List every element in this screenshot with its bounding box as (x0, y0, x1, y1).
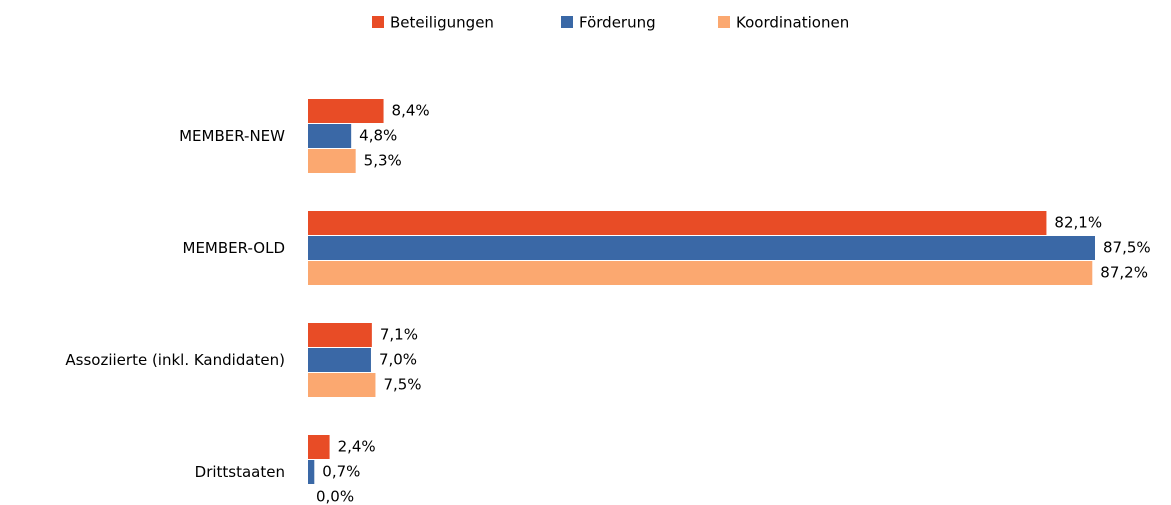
category-label: MEMBER-OLD (183, 239, 286, 257)
value-label: 87,2% (1100, 264, 1148, 282)
bar (308, 435, 330, 459)
bar (308, 99, 384, 123)
bar (308, 348, 371, 372)
value-label: 5,3% (364, 152, 402, 170)
bar (308, 460, 315, 484)
value-label: 7,0% (379, 351, 417, 369)
bar (308, 323, 372, 347)
legend-label: Koordinationen (736, 14, 849, 32)
value-label: 0,7% (322, 463, 360, 481)
legend-label: Förderung (579, 14, 656, 32)
value-label: 7,1% (380, 326, 418, 344)
category-label: Assoziierte (inkl. Kandidaten) (65, 351, 285, 369)
value-label: 0,0% (316, 488, 354, 505)
bar (308, 373, 376, 397)
value-label: 8,4% (392, 102, 430, 120)
value-label: 4,8% (359, 127, 397, 145)
value-label: 82,1% (1054, 214, 1102, 232)
legend-swatch (372, 16, 384, 28)
value-label: 87,5% (1103, 239, 1151, 257)
legend-swatch (718, 16, 730, 28)
value-label: 7,5% (383, 376, 421, 394)
value-label: 2,4% (338, 438, 376, 456)
category-label: Drittstaaten (195, 463, 285, 481)
legend-label: Beteiligungen (390, 14, 494, 32)
bar (308, 236, 1095, 260)
bar (308, 211, 1047, 235)
bar (308, 261, 1093, 285)
bar (308, 124, 352, 148)
category-label: MEMBER-NEW (179, 127, 285, 145)
legend-swatch (561, 16, 573, 28)
bar (308, 149, 356, 173)
